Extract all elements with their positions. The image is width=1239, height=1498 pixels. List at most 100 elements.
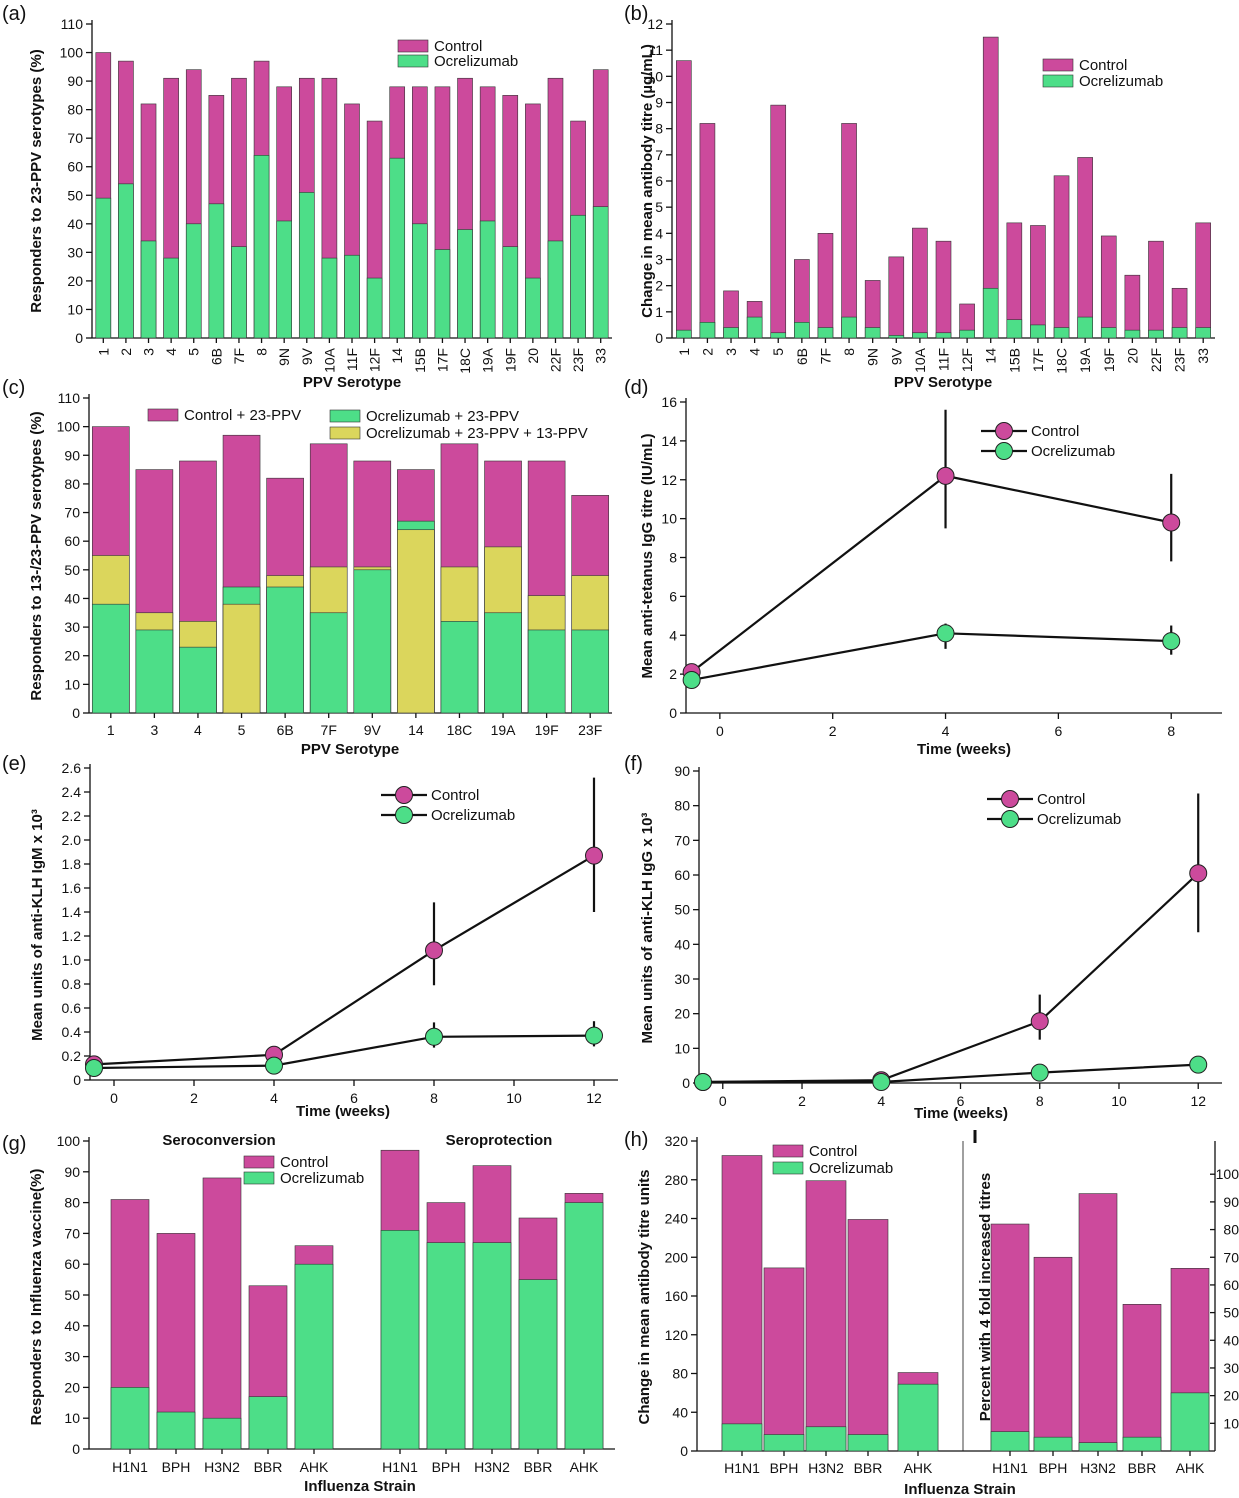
bar-b-control — [676, 60, 692, 339]
y-tick-label-right-h: 90 — [1223, 1194, 1239, 1210]
x-tick-label-a: 2 — [118, 348, 134, 356]
x-tick-label-e: 10 — [506, 1090, 522, 1106]
y-tick-label-b: 9 — [655, 95, 663, 111]
bar-b-control — [935, 240, 952, 339]
y-tick-label-e: 0.8 — [62, 976, 82, 992]
data-point-e-control — [425, 941, 443, 960]
bar-b-ocrelizumab — [1195, 327, 1211, 339]
bar-b-control — [841, 123, 857, 339]
x-tick-label-b: 5 — [770, 348, 786, 356]
y-tick-label-e: 1.8 — [62, 856, 82, 872]
y-tick-label-a: 60 — [67, 159, 83, 175]
x-tick-label-b: 8 — [841, 348, 857, 356]
x-tick-label-e: 2 — [190, 1090, 198, 1106]
y-tick-label-b: 0 — [655, 330, 663, 346]
bar-a-ocrelizumab — [140, 240, 157, 339]
x-tick-label-c: 3 — [150, 722, 158, 738]
bar-b-ocrelizumab — [841, 316, 857, 339]
y-tick-label-right-h: 50 — [1223, 1305, 1239, 1321]
x-tick-label-g: BBR — [524, 1459, 553, 1475]
legend-swatch-c — [329, 409, 361, 423]
bar-h-ocrelizumab — [897, 1383, 939, 1452]
bar-a-ocrelizumab — [592, 206, 609, 339]
bar-g-ocrelizumab — [294, 1263, 334, 1450]
x-tick-label-b: 12F — [959, 348, 975, 372]
x-tick-label-a: 33 — [593, 348, 609, 364]
data-point-f-ocrelizumab — [1189, 1055, 1208, 1074]
bar-c-ocrelizumab — [179, 646, 217, 714]
x-tick-label-a: 9N — [276, 348, 292, 366]
bar-g-ocrelizumab — [564, 1202, 604, 1450]
bar-g-ocrelizumab — [472, 1242, 512, 1450]
x-tick-label-c: 6B — [277, 722, 294, 738]
y-tick-label-a: 80 — [67, 102, 83, 118]
panel-label-f: (f) — [624, 753, 643, 775]
bar-b-ocrelizumab — [770, 332, 787, 339]
y-axis-title-h: Change in mean antibody titre units — [636, 1169, 653, 1424]
bar-b-ocrelizumab — [888, 335, 905, 339]
bar-b-ocrelizumab — [864, 327, 881, 339]
x-tick-label-right-h: AHK — [1176, 1460, 1205, 1476]
bar-b-ocrelizumab — [1148, 329, 1164, 339]
legend-swatch-b — [1042, 58, 1074, 72]
y-tick-label-a: 10 — [67, 301, 83, 317]
legend-marker-e-ocrelizumab — [395, 806, 413, 824]
x-tick-label-d: 6 — [1054, 723, 1062, 739]
legend-label-c: Ocrelizumab + 23-PPV — [366, 408, 519, 425]
y-tick-label-b: 8 — [655, 121, 663, 137]
x-tick-label-g: H3N2 — [474, 1459, 510, 1475]
x-tick-label-a: 19A — [480, 347, 496, 373]
legend-swatch-b — [1042, 74, 1074, 88]
bar-c-combo — [397, 529, 435, 714]
bar-a-ocrelizumab — [118, 183, 134, 339]
bar-a-ocrelizumab — [525, 277, 541, 339]
y-tick-label-h: 80 — [672, 1366, 688, 1382]
y-tick-label-f: 50 — [674, 902, 690, 918]
bar-b-control — [699, 123, 716, 339]
y-tick-label-g: 50 — [64, 1287, 80, 1303]
legend-label-g: Ocrelizumab — [280, 1170, 364, 1187]
y-axis-title-c: Responders to 13-/23-PPV serotypes (%) — [28, 411, 45, 700]
y-tick-label-b: 11 — [648, 42, 663, 58]
x-tick-label-a: 19F — [502, 348, 518, 372]
panel-label-c: (c) — [2, 377, 25, 399]
bar-h-ocrelizumab — [847, 1434, 889, 1452]
data-point-e-ocrelizumab — [585, 1026, 603, 1045]
y-tick-label-e: 1.0 — [62, 952, 82, 968]
panel-label-d: (d) — [624, 377, 648, 399]
x-tick-label-b: 22F — [1148, 348, 1164, 372]
x-tick-label-h: BBR — [854, 1460, 883, 1476]
x-tick-label-b: 17F — [1030, 348, 1046, 372]
x-tick-label-a: 4 — [163, 348, 179, 356]
x-axis-title-a: PPV Serotype — [303, 374, 401, 391]
y-tick-label-c: 30 — [64, 619, 80, 635]
x-tick-label-b: 7F — [817, 348, 833, 364]
data-point-f-ocrelizumab — [872, 1072, 891, 1091]
bar-a-ocrelizumab — [163, 257, 179, 339]
bar-b-ocrelizumab — [1006, 319, 1023, 339]
y-tick-label-g: 0 — [72, 1441, 80, 1457]
data-point-d-control — [936, 466, 955, 485]
y-axis-title-d: Mean anti-tetanus IgG titre (IU/mL) — [639, 433, 656, 678]
y-tick-label-d: 12 — [661, 472, 677, 488]
x-tick-label-h: AHK — [904, 1460, 933, 1476]
x-tick-label-b: 9N — [865, 348, 881, 366]
legend-label-a: Control — [434, 38, 482, 55]
panel-label-b: (b) — [624, 3, 648, 25]
y-tick-label-c: 50 — [64, 562, 80, 578]
x-tick-label-right-h: H3N2 — [1080, 1460, 1116, 1476]
group-title-seroconversion: Seroconversion — [162, 1132, 275, 1149]
x-tick-label-g: BBR — [254, 1459, 283, 1475]
y-axis-title-f: Mean units of anti-KLH IgG x 10³ — [639, 813, 656, 1044]
bar-b-control — [770, 104, 787, 339]
bar-a-ocrelizumab — [298, 192, 315, 339]
bar-h-right-control — [1033, 1256, 1073, 1452]
y-tick-label-c: 70 — [64, 505, 80, 521]
bar-a-ocrelizumab — [276, 220, 292, 339]
series-line-e-ocrelizumab — [93, 1034, 595, 1070]
x-tick-label-c: 19A — [491, 722, 517, 738]
legend-marker-e-control — [395, 786, 413, 804]
bar-a-ocrelizumab — [231, 246, 247, 339]
y-tick-label-f: 70 — [674, 832, 690, 848]
x-axis-title-h: Influenza Strain — [904, 1481, 1016, 1498]
